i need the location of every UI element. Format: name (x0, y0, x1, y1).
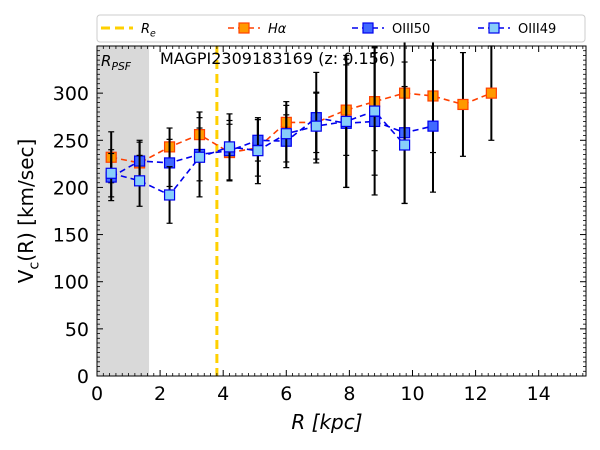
legend: Re Hα OIII50 OIII49 (96, 14, 586, 43)
data-point (105, 167, 117, 179)
x-tick-label: 10 (400, 383, 424, 405)
data-point (223, 141, 236, 153)
y-tick-label: 250 (53, 130, 89, 152)
psf-region (97, 46, 150, 376)
legend-entry: OIII49 (478, 22, 556, 37)
x-tick-label: 4 (217, 383, 229, 405)
x-axis-label: R [kpc] (291, 410, 362, 434)
legend-marker-swatch (362, 22, 374, 34)
data-point (369, 105, 381, 117)
data-point (427, 120, 439, 132)
data-point (133, 175, 146, 187)
y-axis-label: Vc(R) [km/sec] (14, 139, 43, 284)
legend-label: Re (141, 22, 156, 40)
legend-marker-swatch (488, 22, 500, 34)
data-point (340, 115, 352, 128)
y-tick-label: 100 (53, 272, 89, 294)
legend-label: Hα (268, 22, 287, 37)
series-2 (105, 46, 411, 224)
legend-label: OIII50 (392, 22, 430, 37)
x-tick-label: 6 (280, 383, 292, 405)
x-tick-label: 2 (154, 383, 166, 405)
data-point (457, 98, 469, 111)
data-point (163, 189, 176, 201)
psf-region-label: RPSF (101, 52, 132, 73)
legend-entry: Hα (228, 22, 287, 37)
chart-title: MAGPI2309183169 (z: 0.156) (160, 49, 395, 68)
data-point (398, 139, 411, 151)
x-tick-label: 8 (343, 383, 355, 405)
axis-ticks: 0 2 4 6 8 10 12 14 0 50 100 150 200 250 300 (53, 46, 586, 405)
data-point (193, 151, 206, 163)
data-point (280, 128, 292, 140)
data-point (485, 87, 497, 99)
x-tick-label: 0 (91, 383, 103, 405)
legend-entry: OIII50 (352, 22, 430, 37)
data-point (252, 145, 264, 157)
legend-entry: Re (101, 22, 156, 40)
y-tick-label: 0 (77, 366, 89, 388)
legend-box (96, 14, 586, 43)
y-tick-label: 50 (65, 319, 89, 341)
y-tick-label: 200 (53, 177, 89, 199)
plot-area (97, 35, 497, 376)
x-tick-label: 14 (527, 383, 551, 405)
y-tick-label: 300 (53, 83, 89, 105)
legend-items: Re Hα OIII50 OIII49 (101, 22, 556, 40)
legend-label: OIII49 (518, 22, 556, 37)
data-point (310, 120, 322, 132)
legend-marker-swatch (238, 22, 250, 34)
x-tick-label: 12 (463, 383, 487, 405)
y-tick-label: 150 (53, 225, 89, 247)
